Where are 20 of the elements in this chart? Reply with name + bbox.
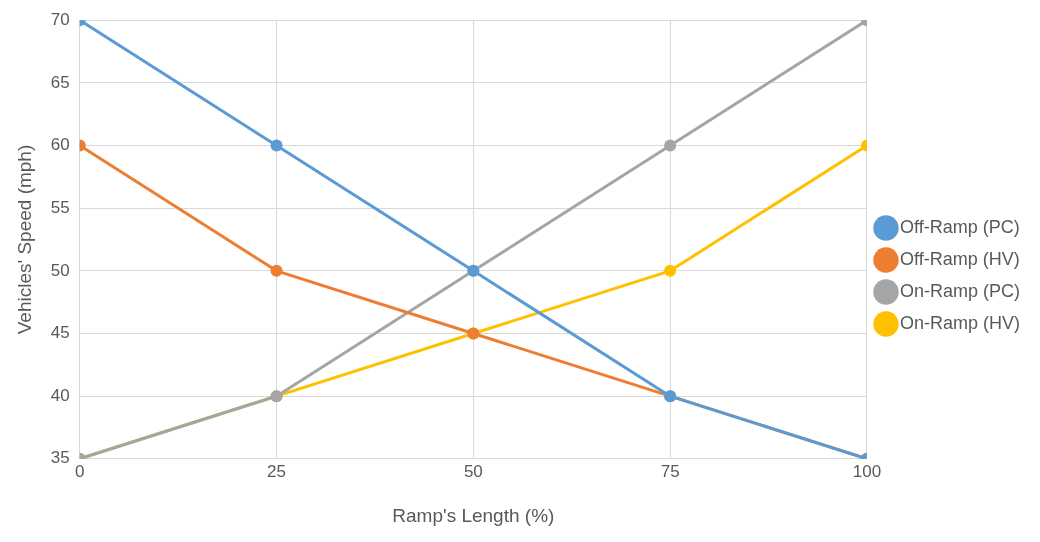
x-axis-title: Ramp's Length (%) [392,504,555,526]
x-tick-label: 50 [463,461,483,481]
x-tick-label: 0 [74,461,85,481]
y-tick-label: 70 [50,9,70,29]
y-axis-title: Vehicles' Speed (mph) [13,144,35,335]
x-tick-label: 25 [267,461,286,481]
y-tick-label: 50 [50,260,70,280]
y-tick-label: 45 [50,323,70,343]
x-tick-label: 75 [660,461,680,481]
y-tick-label: 55 [50,197,70,217]
y-tick-label: 40 [50,385,70,405]
y-tick-label: 35 [50,448,70,468]
legend-label: On-Ramp (HV) [899,312,1020,333]
x-tick-label: 100 [852,461,882,481]
y-tick-label: 60 [50,135,70,155]
legend-label: Off-Ramp (HV) [899,248,1020,269]
point [270,264,283,277]
legend-label: On-Ramp (PC) [899,280,1020,301]
y-tick-label: 65 [50,72,70,92]
legend-label: Off-Ramp (PC) [899,216,1020,237]
